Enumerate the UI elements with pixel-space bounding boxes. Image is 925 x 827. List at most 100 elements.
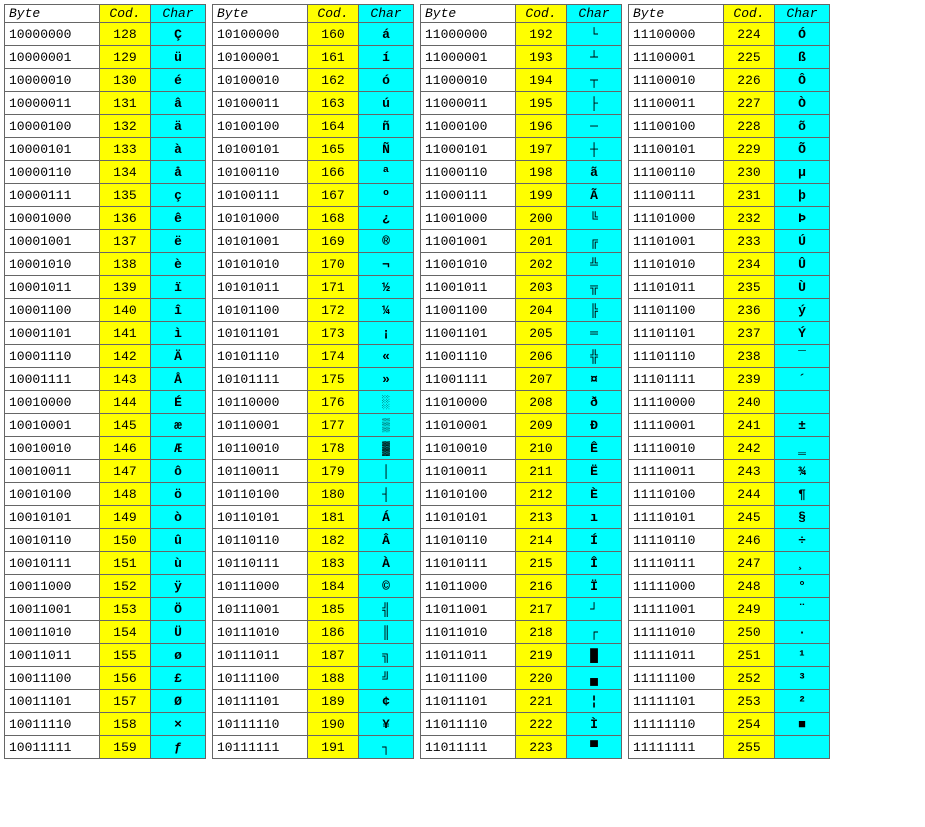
byte-cell: 11011010 <box>421 621 516 644</box>
char-cell: ¯ <box>775 345 830 368</box>
table-row: 10100010162ó <box>213 69 414 92</box>
char-cell: Ú <box>775 230 830 253</box>
char-cell: Û <box>775 253 830 276</box>
code-cell: 200 <box>516 207 567 230</box>
byte-cell: 11001000 <box>421 207 516 230</box>
table-row: 10000000128Ç <box>5 23 206 46</box>
table-row: 10010011147ô <box>5 460 206 483</box>
code-cell: 233 <box>724 230 775 253</box>
char-cell: ê <box>151 207 206 230</box>
char-cell: ² <box>775 690 830 713</box>
byte-cell: 10000010 <box>5 69 100 92</box>
table-row: 11000011195├ <box>421 92 622 115</box>
code-cell: 173 <box>308 322 359 345</box>
char-cell: õ <box>775 115 830 138</box>
byte-cell: 11101011 <box>629 276 724 299</box>
table-row: 10111111191┐ <box>213 736 414 759</box>
byte-cell: 11010011 <box>421 460 516 483</box>
table-row: 10000010130é <box>5 69 206 92</box>
code-cell: 235 <box>724 276 775 299</box>
byte-cell: 10111111 <box>213 736 308 759</box>
char-cell: ░ <box>359 391 414 414</box>
code-cell: 241 <box>724 414 775 437</box>
byte-cell: 11111001 <box>629 598 724 621</box>
char-cell: Ã <box>567 184 622 207</box>
table-row: 11010000208ð <box>421 391 622 414</box>
table-row: 10000101133à <box>5 138 206 161</box>
table-row: 11110011243¾ <box>629 460 830 483</box>
header-cod: Cod. <box>100 5 151 23</box>
code-cell: 182 <box>308 529 359 552</box>
byte-cell: 11010000 <box>421 391 516 414</box>
byte-cell: 10111110 <box>213 713 308 736</box>
code-cell: 207 <box>516 368 567 391</box>
code-cell: 252 <box>724 667 775 690</box>
table-row: 10100001161í <box>213 46 414 69</box>
code-cell: 228 <box>724 115 775 138</box>
code-cell: 161 <box>308 46 359 69</box>
code-cell: 142 <box>100 345 151 368</box>
table-row: 11000001193┴ <box>421 46 622 69</box>
byte-cell: 10100011 <box>213 92 308 115</box>
char-cell: Ý <box>775 322 830 345</box>
code-cell: 165 <box>308 138 359 161</box>
byte-cell: 10000110 <box>5 161 100 184</box>
char-cell: è <box>151 253 206 276</box>
byte-cell: 10100010 <box>213 69 308 92</box>
table-row: 11010001209Ð <box>421 414 622 437</box>
code-cell: 253 <box>724 690 775 713</box>
byte-cell: 10011110 <box>5 713 100 736</box>
table-row: 10010000144É <box>5 391 206 414</box>
char-cell: Ê <box>567 437 622 460</box>
code-cell: 160 <box>308 23 359 46</box>
table-row: 11010111215Î <box>421 552 622 575</box>
table-row: 11011110222Ì <box>421 713 622 736</box>
code-cell: 176 <box>308 391 359 414</box>
table-row: 10111010186║ <box>213 621 414 644</box>
byte-cell: 10011010 <box>5 621 100 644</box>
table-row: 11000000192└ <box>421 23 622 46</box>
char-cell: ¼ <box>359 299 414 322</box>
byte-cell: 11011101 <box>421 690 516 713</box>
table-row: 11000100196─ <box>421 115 622 138</box>
byte-cell: 10010110 <box>5 529 100 552</box>
encoding-table-3: ByteCod.Char11100000224Ó11100001225ß1110… <box>628 4 830 759</box>
code-cell: 208 <box>516 391 567 414</box>
byte-cell: 10111011 <box>213 644 308 667</box>
byte-cell: 10100001 <box>213 46 308 69</box>
char-cell: ─ <box>567 115 622 138</box>
char-cell: ¡ <box>359 322 414 345</box>
table-row: 10001100140î <box>5 299 206 322</box>
code-cell: 167 <box>308 184 359 207</box>
code-cell: 221 <box>516 690 567 713</box>
byte-cell: 11011001 <box>421 598 516 621</box>
table-row: 10001001137ë <box>5 230 206 253</box>
byte-cell: 11001111 <box>421 368 516 391</box>
char-cell: Þ <box>775 207 830 230</box>
code-cell: 177 <box>308 414 359 437</box>
char-cell: ├ <box>567 92 622 115</box>
byte-cell: 10110000 <box>213 391 308 414</box>
code-cell: 140 <box>100 299 151 322</box>
byte-cell: 10010011 <box>5 460 100 483</box>
char-cell: ┤ <box>359 483 414 506</box>
byte-cell: 11111101 <box>629 690 724 713</box>
table-row: 10110011179│ <box>213 460 414 483</box>
byte-cell: 10100111 <box>213 184 308 207</box>
code-cell: 189 <box>308 690 359 713</box>
char-cell: ÿ <box>151 575 206 598</box>
char-cell: Ó <box>775 23 830 46</box>
byte-cell: 11101111 <box>629 368 724 391</box>
byte-cell: 10010000 <box>5 391 100 414</box>
code-cell: 135 <box>100 184 151 207</box>
code-cell: 185 <box>308 598 359 621</box>
byte-cell: 10010101 <box>5 506 100 529</box>
char-cell: ¦ <box>567 690 622 713</box>
table-row: 11100110230µ <box>629 161 830 184</box>
byte-cell: 11000111 <box>421 184 516 207</box>
code-cell: 170 <box>308 253 359 276</box>
byte-cell: 10011101 <box>5 690 100 713</box>
char-cell: ╣ <box>359 598 414 621</box>
table-row: 10010001145æ <box>5 414 206 437</box>
byte-cell: 10100100 <box>213 115 308 138</box>
